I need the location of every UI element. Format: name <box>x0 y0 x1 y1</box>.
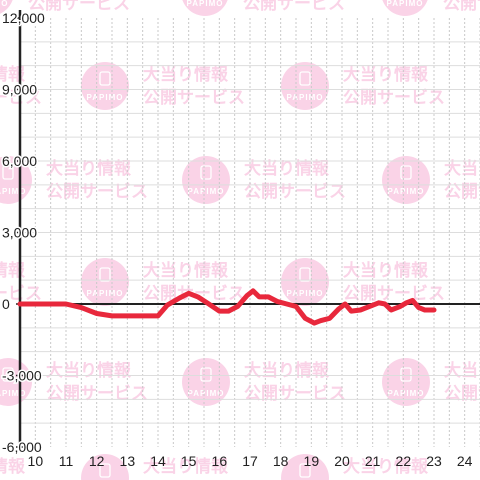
y-tick-label: -3,000 <box>2 368 42 384</box>
x-tick-label: 12 <box>89 453 105 469</box>
grid <box>20 18 480 447</box>
y-tick-label: 6,000 <box>2 153 37 169</box>
series-layer <box>17 288 437 326</box>
y-tick-label: 3,000 <box>2 225 37 241</box>
series-line <box>17 288 437 326</box>
watermark-tile <box>380 0 480 17</box>
y-tick-label: 0 <box>2 296 10 312</box>
watermark-tile <box>181 357 347 407</box>
watermark-tile <box>280 61 446 111</box>
x-tick-label: 13 <box>120 453 136 469</box>
watermark-tile <box>80 257 246 307</box>
watermark-tile <box>381 357 480 407</box>
x-tick-label: 23 <box>426 453 442 469</box>
x-tick-label: 14 <box>150 453 166 469</box>
x-tick-label: 16 <box>212 453 228 469</box>
watermark-tile <box>280 257 446 307</box>
watermark-tile <box>80 61 246 111</box>
x-tick-label: 10 <box>28 453 44 469</box>
y-tick-label: -6,000 <box>2 439 42 455</box>
watermark-tile <box>180 0 346 17</box>
x-tick-label: 24 <box>457 453 473 469</box>
x-tick-label: 20 <box>334 453 350 469</box>
x-tick-label: 15 <box>181 453 197 469</box>
x-tick-label: 19 <box>304 453 320 469</box>
x-tick-label: 18 <box>273 453 289 469</box>
x-tick-label: 17 <box>242 453 258 469</box>
x-tick-label: 22 <box>396 453 412 469</box>
y-tick-label: 9,000 <box>2 82 37 98</box>
y-tick-label: 12,000 <box>2 10 45 26</box>
watermark-tile <box>181 155 347 205</box>
x-tick-label: 21 <box>365 453 381 469</box>
watermark-tile <box>381 155 480 205</box>
x-tick-label: 11 <box>59 453 74 469</box>
